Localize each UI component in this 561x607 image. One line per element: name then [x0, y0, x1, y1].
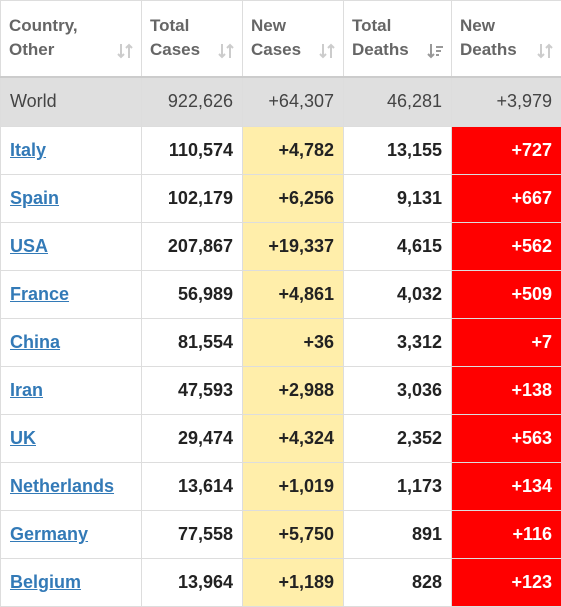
header-row: Country, Other Total Cases New Cases Total Deat… [1, 1, 561, 77]
column-header-label-line2: Cases [251, 40, 301, 59]
country-link[interactable]: USA [10, 236, 48, 256]
world-total-deaths: 46,281 [344, 77, 452, 127]
total-deaths-cell: 1,173 [344, 463, 452, 511]
country-cell: Belgium [1, 559, 142, 607]
column-header-label-line2: Deaths [352, 40, 409, 59]
country-link[interactable]: UK [10, 428, 36, 448]
new-deaths-cell: +123 [452, 559, 561, 607]
new-cases-cell: +1,019 [243, 463, 344, 511]
new-cases-cell: +4,324 [243, 415, 344, 463]
total-deaths-cell: 3,312 [344, 319, 452, 367]
total-deaths-cell: 828 [344, 559, 452, 607]
new-deaths-cell: +7 [452, 319, 561, 367]
column-header-label-line2: Cases [150, 40, 200, 59]
column-header-new-cases[interactable]: New Cases [243, 1, 344, 77]
world-row: World 922,626 +64,307 46,281 +3,979 [1, 77, 561, 127]
total-deaths-cell: 9,131 [344, 175, 452, 223]
country-link[interactable]: Italy [10, 140, 46, 160]
total-cases-cell: 102,179 [142, 175, 243, 223]
world-country-cell: World [1, 77, 142, 127]
total-cases-cell: 81,554 [142, 319, 243, 367]
new-cases-cell: +1,189 [243, 559, 344, 607]
column-header-total-deaths[interactable]: Total Deaths [344, 1, 452, 77]
column-header-label-line1: Total [352, 16, 391, 35]
country-cell: Iran [1, 367, 142, 415]
total-cases-cell: 29,474 [142, 415, 243, 463]
new-cases-cell: +5,750 [243, 511, 344, 559]
world-new-deaths: +3,979 [452, 77, 561, 127]
total-deaths-cell: 2,352 [344, 415, 452, 463]
total-cases-cell: 110,574 [142, 127, 243, 175]
country-cell: France [1, 271, 142, 319]
country-cell: Netherlands [1, 463, 142, 511]
country-cell: Spain [1, 175, 142, 223]
sort-icon[interactable] [537, 42, 553, 60]
country-link[interactable]: France [10, 284, 69, 304]
world-total-cases: 922,626 [142, 77, 243, 127]
column-header-label-line2: Deaths [460, 40, 517, 59]
new-cases-cell: +36 [243, 319, 344, 367]
country-cell: Germany [1, 511, 142, 559]
total-deaths-cell: 4,615 [344, 223, 452, 271]
total-cases-cell: 56,989 [142, 271, 243, 319]
total-cases-cell: 47,593 [142, 367, 243, 415]
new-cases-cell: +19,337 [243, 223, 344, 271]
new-cases-cell: +2,988 [243, 367, 344, 415]
new-deaths-cell: +509 [452, 271, 561, 319]
total-deaths-cell: 13,155 [344, 127, 452, 175]
total-cases-cell: 77,558 [142, 511, 243, 559]
column-header-new-deaths[interactable]: New Deaths [452, 1, 561, 77]
sort-icon[interactable] [319, 42, 335, 60]
column-header-label-line1: New [460, 16, 495, 35]
country-link[interactable]: China [10, 332, 60, 352]
new-deaths-cell: +138 [452, 367, 561, 415]
country-cell: USA [1, 223, 142, 271]
country-link[interactable]: Belgium [10, 572, 81, 592]
new-cases-cell: +4,861 [243, 271, 344, 319]
column-header-label-line1: Country, [9, 16, 78, 35]
country-cell: China [1, 319, 142, 367]
column-header-total-cases[interactable]: Total Cases [142, 1, 243, 77]
new-cases-cell: +4,782 [243, 127, 344, 175]
total-cases-cell: 13,964 [142, 559, 243, 607]
total-deaths-cell: 891 [344, 511, 452, 559]
total-deaths-cell: 3,036 [344, 367, 452, 415]
total-cases-cell: 207,867 [142, 223, 243, 271]
new-deaths-cell: +667 [452, 175, 561, 223]
new-deaths-cell: +562 [452, 223, 561, 271]
country-cell: UK [1, 415, 142, 463]
country-link[interactable]: Iran [10, 380, 43, 400]
column-header-label-line2: Other [9, 40, 54, 59]
column-header-label-line1: New [251, 16, 286, 35]
world-new-cases: +64,307 [243, 77, 344, 127]
sort-icon[interactable] [218, 42, 234, 60]
new-deaths-cell: +727 [452, 127, 561, 175]
new-deaths-cell: +134 [452, 463, 561, 511]
country-cell: Italy [1, 127, 142, 175]
sort-descending-icon[interactable] [427, 42, 443, 60]
new-deaths-cell: +116 [452, 511, 561, 559]
new-deaths-cell: +563 [452, 415, 561, 463]
total-cases-cell: 13,614 [142, 463, 243, 511]
country-link[interactable]: Netherlands [10, 476, 114, 496]
sort-icon[interactable] [117, 42, 133, 60]
country-link[interactable]: Spain [10, 188, 59, 208]
column-header-country[interactable]: Country, Other [1, 1, 142, 77]
total-deaths-cell: 4,032 [344, 271, 452, 319]
country-link[interactable]: Germany [10, 524, 88, 544]
new-cases-cell: +6,256 [243, 175, 344, 223]
column-header-label-line1: Total [150, 16, 189, 35]
